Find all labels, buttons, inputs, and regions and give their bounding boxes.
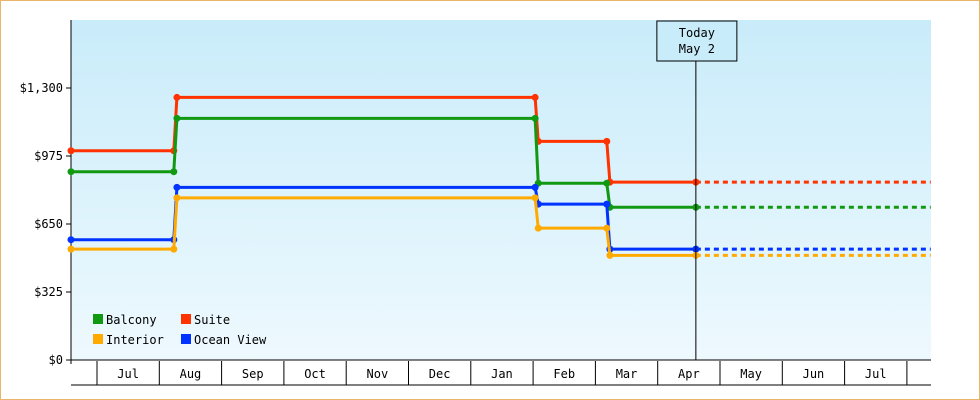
x-tick-label: Aug: [180, 367, 202, 381]
legend-label: Ocean View: [194, 333, 267, 347]
legend-swatch: [181, 334, 191, 344]
series-point: [606, 251, 614, 259]
legend-swatch: [93, 334, 103, 344]
legend-swatch: [93, 314, 103, 324]
legend: Balcony Suite Interior Ocean View: [93, 313, 267, 347]
series-point: [603, 200, 611, 208]
series-point: [531, 93, 539, 101]
series-point: [534, 224, 542, 232]
series-point: [531, 183, 539, 191]
x-tick-label: Jul: [865, 367, 887, 381]
series-point: [531, 194, 539, 202]
today-box: [656, 20, 738, 62]
today-marker: Today May 2: [656, 20, 738, 360]
x-tick-label: Sep: [242, 367, 264, 381]
x-tick-label: Nov: [367, 367, 389, 381]
legend-label: Balcony: [106, 313, 157, 327]
series-point: [173, 93, 181, 101]
legend-swatch: [181, 314, 191, 324]
series-point: [67, 168, 75, 176]
x-tick-label: Jun: [803, 367, 825, 381]
x-tick-label: Apr: [678, 367, 700, 381]
series-point: [603, 224, 611, 232]
series-point: [531, 114, 539, 122]
legend-label: Suite: [194, 313, 230, 327]
plot-background: [71, 20, 931, 360]
x-tick-label: Mar: [616, 367, 638, 381]
series-point: [173, 183, 181, 191]
y-tick-label: $0: [49, 353, 63, 367]
x-axis: Jul Aug Sep Oct Nov Dec Jan Feb Mar Apr May Jun Jul: [71, 361, 931, 386]
series-point: [170, 168, 178, 176]
y-tick-label: $975: [34, 149, 63, 163]
legend-label: Interior: [106, 333, 164, 347]
series-lines: [67, 93, 931, 259]
y-tick-label: $650: [34, 217, 63, 231]
x-tick-label: Jul: [117, 367, 139, 381]
series-point: [173, 194, 181, 202]
series-line: [71, 196, 696, 257]
today-title: Today: [679, 26, 715, 40]
x-tick-label: Oct: [304, 367, 326, 381]
y-tick-label: $325: [34, 285, 63, 299]
series-point: [67, 236, 75, 244]
y-tick-label: $1,300: [20, 81, 63, 95]
x-tick-label: Jan: [491, 367, 513, 381]
today-date: May 2: [679, 42, 715, 56]
series-point: [67, 245, 75, 253]
series-point: [170, 245, 178, 253]
series-point: [67, 147, 75, 155]
y-axis: $0 $325 $650 $975 $1,300: [20, 20, 931, 367]
series-point: [603, 137, 611, 145]
series-point: [173, 114, 181, 122]
x-tick-label: Dec: [429, 367, 451, 381]
series-point: [603, 179, 611, 187]
x-tick-label: Feb: [553, 367, 575, 381]
x-tick-label: May: [740, 367, 762, 381]
